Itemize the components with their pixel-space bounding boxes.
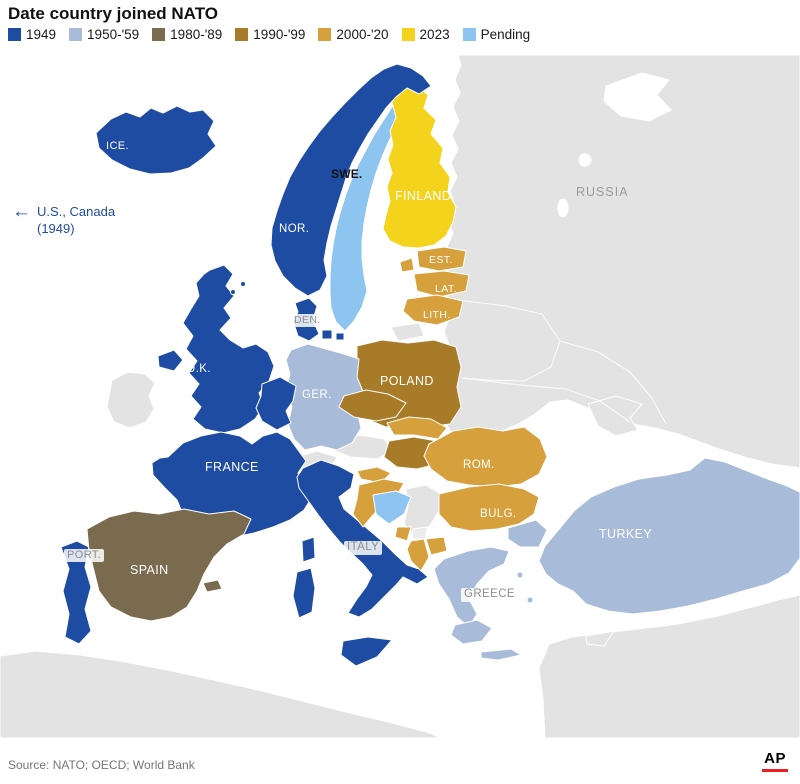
country-denmark — [292, 297, 320, 342]
region-northern-ireland — [157, 349, 184, 372]
left-arrow-icon: ← — [12, 201, 31, 222]
legend-label: 2023 — [419, 27, 450, 42]
legend-swatch — [462, 28, 476, 41]
island-sicily — [340, 636, 393, 667]
island-sardinia — [292, 567, 316, 619]
region-peloponnese — [450, 619, 493, 645]
estonia-islands — [399, 257, 415, 273]
legend-label: 2000-'20 — [336, 27, 389, 42]
legend-swatch — [152, 28, 166, 41]
legend-item-1990s: 1990-'99 — [235, 27, 305, 42]
legend-item-pending: Pending — [462, 27, 531, 42]
country-slovakia — [386, 416, 448, 440]
greek-island — [526, 596, 534, 604]
border-line — [461, 377, 631, 423]
uk-island — [230, 289, 236, 295]
region-kosovo — [411, 526, 429, 540]
legend-item-1980s: 1980-'89 — [152, 27, 222, 42]
ap-logo: AP — [762, 750, 788, 772]
country-greece — [433, 546, 510, 628]
legend-item-2000s: 2000-'20 — [318, 27, 389, 42]
country-benelux — [255, 376, 297, 431]
legend-swatch — [318, 28, 332, 41]
annotation-line2: (1949) — [37, 221, 75, 236]
legend-label: Pending — [480, 27, 531, 42]
uk-island — [240, 281, 246, 287]
greek-island — [516, 571, 524, 579]
country-ireland — [106, 371, 156, 429]
us-canada-annotation: ← U.S., Canada (1949) — [12, 201, 116, 237]
legend-label: 1990-'99 — [253, 27, 306, 42]
country-czechia — [338, 389, 407, 422]
lake — [557, 198, 569, 218]
country-cyprus — [585, 630, 615, 647]
page-title: Date country joined NATO — [8, 4, 219, 23]
country-montenegro — [394, 526, 412, 542]
island-balearic — [202, 579, 223, 593]
source-credit: Source: NATO; OECD; World Bank — [8, 758, 195, 772]
country-latvia — [413, 270, 470, 298]
annotation-line1: U.S., Canada — [37, 204, 116, 219]
legend-label: 1949 — [26, 27, 57, 42]
legend-swatch — [8, 28, 21, 41]
island-corsica — [301, 536, 316, 563]
region-north-africa — [0, 650, 441, 739]
country-estonia — [416, 246, 467, 272]
region-turkish-thrace — [507, 519, 548, 548]
country-iceland — [95, 105, 217, 175]
region-kaliningrad — [390, 322, 425, 342]
denmark-islands — [321, 329, 345, 341]
region-middle-east — [538, 594, 800, 739]
border-line — [456, 299, 561, 382]
legend-swatch — [69, 28, 83, 41]
lake — [578, 153, 592, 167]
white-sea-inlet — [603, 72, 672, 122]
legend-item-2023: 2023 — [401, 27, 450, 42]
country-turkey — [538, 457, 800, 615]
legend: 1949 1950-'59 1980-'89 1990-'99 2000-'20 2023… — [8, 27, 530, 42]
country-bosnia — [372, 490, 412, 525]
country-norway — [270, 63, 432, 297]
country-portugal — [60, 540, 92, 645]
country-italy — [296, 459, 429, 618]
region-crimea — [587, 395, 643, 437]
legend-label: 1950-'59 — [87, 27, 140, 42]
island-crete — [480, 648, 522, 661]
country-north-macedonia — [425, 536, 448, 556]
country-finland — [382, 79, 457, 249]
country-sweden — [329, 89, 413, 332]
legend-swatch — [235, 28, 249, 41]
country-spain — [86, 508, 252, 622]
country-bulgaria — [438, 483, 540, 532]
country-serbia — [403, 484, 442, 538]
country-romania — [423, 426, 548, 488]
legend-item-1949: 1949 — [8, 27, 56, 42]
country-lithuania — [402, 294, 464, 326]
country-albania — [406, 538, 430, 572]
country-uk — [182, 264, 275, 434]
legend-item-1950s: 1950-'59 — [69, 27, 139, 42]
legend-swatch — [401, 28, 415, 41]
border-line — [559, 340, 667, 425]
legend-label: 1980-'89 — [170, 27, 223, 42]
